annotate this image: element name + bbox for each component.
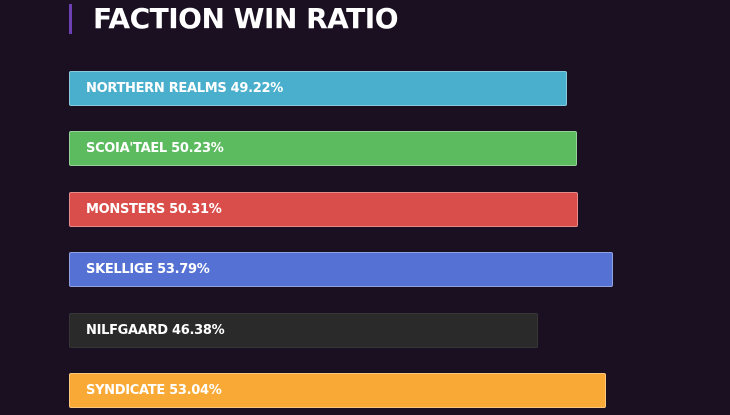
bar-label: SKELLIGE 53.79%	[86, 262, 210, 277]
chart-title: FACTION WIN RATIO	[93, 2, 399, 35]
bar-label: NORTHERN REALMS 49.22%	[86, 81, 284, 96]
bar-monsters: MONSTERS 50.31%	[69, 192, 578, 227]
bar-label: SCOIA'TAEL 50.23%	[86, 141, 224, 156]
bar-nilfgaard: NILFGAARD 46.38%	[69, 313, 538, 348]
header-accent-bar	[69, 4, 72, 34]
bar-label: NILFGAARD 46.38%	[86, 323, 225, 338]
bar-label: MONSTERS 50.31%	[86, 202, 222, 217]
bar-scoia-tael: SCOIA'TAEL 50.23%	[69, 131, 577, 166]
bar-label: SYNDICATE 53.04%	[86, 383, 222, 398]
bar-syndicate: SYNDICATE 53.04%	[69, 373, 606, 408]
bar-skellige: SKELLIGE 53.79%	[69, 252, 613, 287]
chart-header: FACTION WIN RATIO	[69, 2, 399, 35]
bar-northern-realms: NORTHERN REALMS 49.22%	[69, 71, 567, 106]
